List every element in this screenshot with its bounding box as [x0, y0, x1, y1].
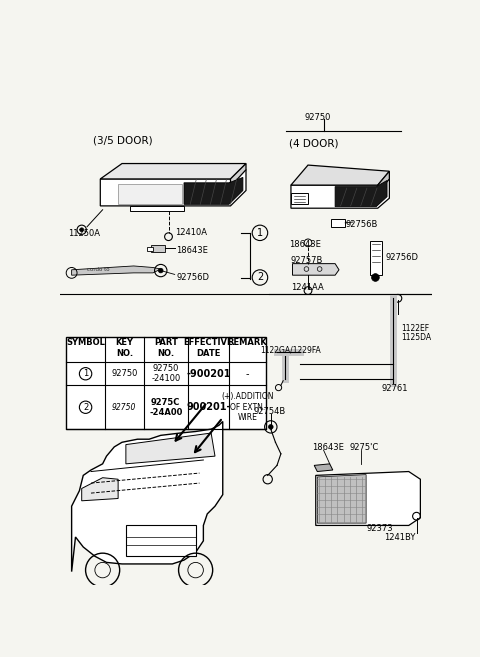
Text: 9275'C: 9275'C — [349, 443, 378, 452]
Text: 1: 1 — [83, 369, 88, 378]
Polygon shape — [130, 206, 184, 212]
Bar — [66, 337, 266, 429]
Text: 9275C
-24A00: 9275C -24A00 — [149, 397, 182, 417]
Text: SYMBOL: SYMBOL — [66, 338, 105, 348]
Bar — [152, 245, 166, 252]
Polygon shape — [72, 266, 161, 275]
Text: 1122GA/1229FA: 1122GA/1229FA — [260, 346, 321, 354]
Text: 92750: 92750 — [111, 369, 137, 378]
Text: 92373: 92373 — [366, 524, 393, 533]
Text: 1241BY: 1241BY — [384, 533, 415, 542]
Polygon shape — [184, 177, 243, 204]
Polygon shape — [370, 240, 382, 275]
Polygon shape — [291, 165, 389, 185]
Text: 18643E: 18643E — [288, 240, 321, 249]
Bar — [147, 246, 153, 250]
Polygon shape — [316, 472, 420, 526]
Text: 900201-: 900201- — [186, 402, 231, 412]
Text: 12410A: 12410A — [175, 228, 207, 237]
Text: PART
NO.: PART NO. — [154, 338, 178, 357]
Text: 92756D: 92756D — [176, 273, 209, 282]
Text: 11250A: 11250A — [68, 229, 100, 238]
Polygon shape — [314, 464, 333, 472]
Text: (4 DOOR): (4 DOOR) — [288, 139, 338, 149]
Polygon shape — [292, 263, 339, 275]
Circle shape — [372, 274, 379, 281]
Text: 92750: 92750 — [112, 403, 136, 412]
Circle shape — [80, 228, 84, 232]
Text: 18643E: 18643E — [312, 443, 344, 452]
Polygon shape — [118, 183, 182, 204]
Text: EFFECTIVE
DATE: EFFECTIVE DATE — [183, 338, 233, 357]
Polygon shape — [378, 171, 389, 193]
Text: -900201: -900201 — [186, 369, 231, 378]
Polygon shape — [72, 422, 223, 572]
Text: cordo to: cordo to — [87, 267, 110, 273]
Bar — [126, 526, 196, 556]
Text: KEY
NO.: KEY NO. — [115, 338, 133, 357]
Text: 92757B: 92757B — [290, 256, 323, 265]
Text: (+).ADDITION
OF EXTN.
WIRE: (+).ADDITION OF EXTN. WIRE — [221, 392, 274, 422]
Circle shape — [158, 268, 163, 273]
Polygon shape — [100, 170, 246, 206]
Text: 1: 1 — [257, 228, 263, 238]
Bar — [291, 193, 308, 204]
Text: (3/5 DOOR): (3/5 DOOR) — [93, 136, 152, 146]
Polygon shape — [126, 433, 215, 464]
Bar — [331, 219, 345, 227]
Text: -: - — [246, 369, 249, 378]
Text: 92750
-24100: 92750 -24100 — [151, 364, 180, 384]
Text: 92761: 92761 — [382, 384, 408, 393]
Text: 2: 2 — [83, 403, 88, 412]
Polygon shape — [230, 164, 246, 187]
Text: 92756B: 92756B — [345, 219, 378, 229]
Polygon shape — [291, 179, 389, 208]
Polygon shape — [335, 181, 387, 207]
Text: 1122EF: 1122EF — [401, 324, 429, 332]
Circle shape — [268, 424, 273, 429]
Text: 92756D: 92756D — [385, 253, 419, 262]
Text: 2: 2 — [257, 273, 263, 283]
Polygon shape — [82, 478, 118, 501]
Text: 1125DA: 1125DA — [401, 333, 431, 342]
Text: 1241AA: 1241AA — [291, 283, 324, 292]
Text: REMARK: REMARK — [228, 338, 267, 348]
Text: 18643E: 18643E — [176, 246, 208, 255]
Text: 92750: 92750 — [304, 113, 331, 122]
Text: 92754B: 92754B — [254, 407, 286, 416]
Polygon shape — [100, 164, 246, 179]
Polygon shape — [317, 474, 366, 523]
